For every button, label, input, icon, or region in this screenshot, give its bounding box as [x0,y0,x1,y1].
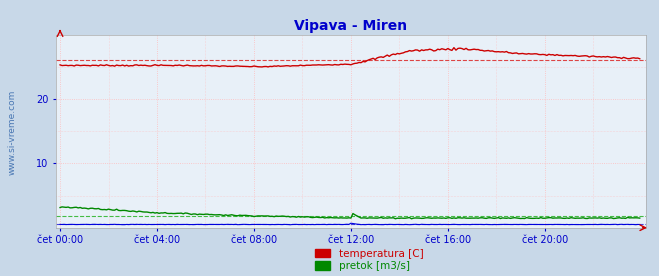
Text: www.si-vreme.com: www.si-vreme.com [8,90,17,175]
Title: Vipava - Miren: Vipava - Miren [295,19,407,33]
Legend: temperatura [C], pretok [m3/s]: temperatura [C], pretok [m3/s] [315,249,423,271]
